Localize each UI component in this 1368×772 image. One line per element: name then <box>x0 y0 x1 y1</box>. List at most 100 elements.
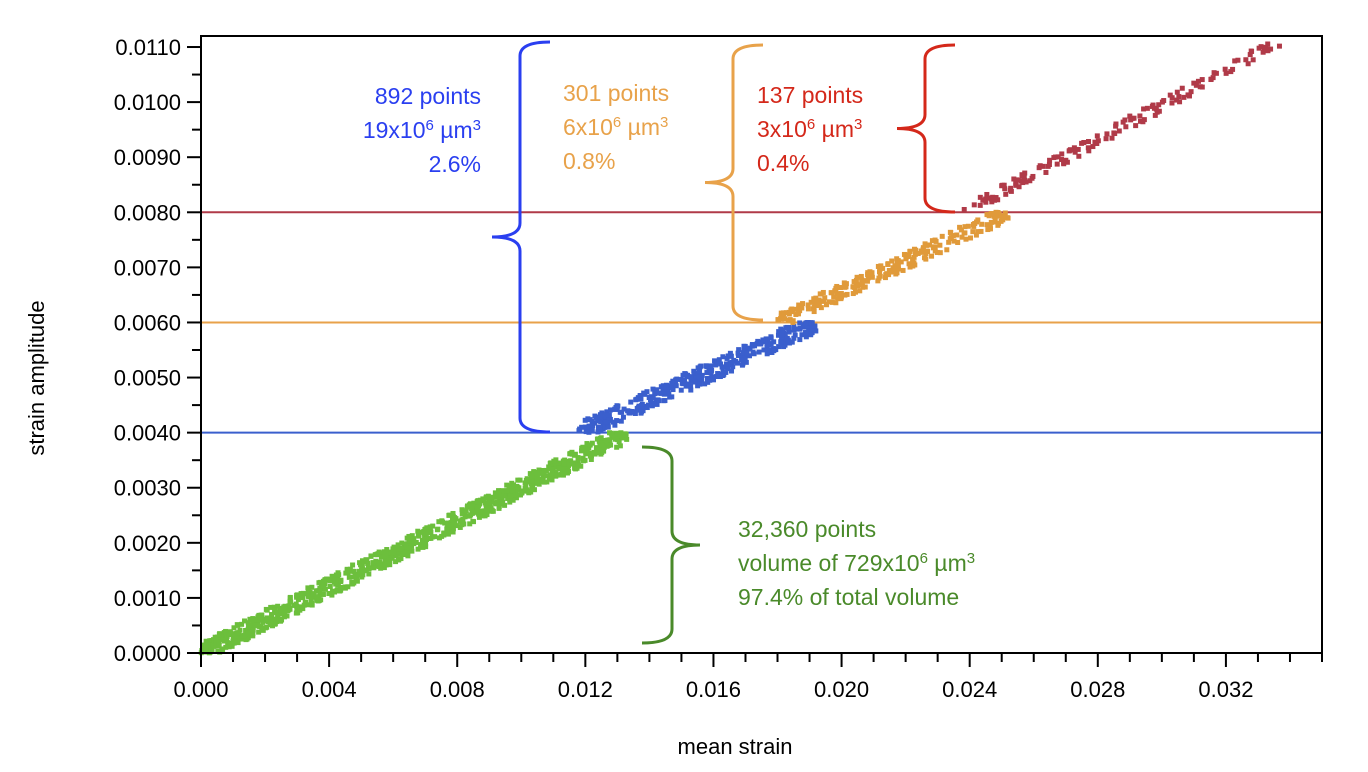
data-point <box>496 505 502 511</box>
x-tick-label: 0.028 <box>1070 677 1125 702</box>
data-point <box>639 401 645 407</box>
data-point <box>607 407 613 413</box>
data-point <box>923 251 929 257</box>
data-point <box>934 249 940 255</box>
data-point <box>1094 133 1100 139</box>
data-point <box>239 621 245 627</box>
data-point <box>400 549 406 555</box>
data-point <box>305 602 311 608</box>
data-point <box>634 396 640 402</box>
data-point <box>603 419 609 425</box>
data-point <box>779 332 785 338</box>
data-point <box>958 227 964 233</box>
data-point <box>566 462 572 468</box>
data-point <box>922 241 928 247</box>
data-point <box>582 417 588 423</box>
x-tick-label: 0.032 <box>1198 677 1253 702</box>
data-point <box>359 574 365 580</box>
data-point <box>803 330 809 336</box>
data-point <box>729 359 735 365</box>
data-point <box>725 353 731 359</box>
data-point <box>318 597 324 603</box>
data-point <box>1250 57 1256 63</box>
data-point <box>1029 175 1035 181</box>
x-axis: 0.000 0.004 0.008 0.012 0.016 0.020 0.024 0.028… <box>173 653 1323 702</box>
data-point <box>326 591 332 597</box>
data-point <box>1008 185 1014 191</box>
data-point <box>450 510 456 516</box>
data-point <box>381 550 387 556</box>
data-point <box>467 513 473 519</box>
data-point <box>963 236 969 242</box>
data-point <box>320 591 326 597</box>
data-point <box>971 223 977 229</box>
data-point <box>1186 93 1192 99</box>
y-tick-label: 0.0040 <box>114 421 181 446</box>
data-point <box>346 574 352 580</box>
data-point <box>253 622 259 628</box>
data-point <box>603 437 609 443</box>
data-point <box>1072 149 1078 155</box>
data-point <box>653 401 659 407</box>
data-point <box>501 488 507 494</box>
data-point <box>1090 144 1096 150</box>
data-point <box>810 306 816 312</box>
data-point <box>720 354 726 360</box>
data-point <box>604 443 610 449</box>
data-point <box>590 451 596 457</box>
data-point <box>501 493 507 499</box>
annotation-2-line-1: 3x106 µm3 <box>757 116 862 143</box>
data-point <box>811 309 817 315</box>
data-point <box>729 368 735 374</box>
data-point <box>1043 169 1049 175</box>
data-point <box>564 470 570 476</box>
data-point <box>614 444 620 450</box>
data-point <box>778 313 784 319</box>
data-point <box>1076 153 1082 159</box>
data-point <box>863 278 869 284</box>
data-point <box>811 298 817 304</box>
data-point <box>314 594 320 600</box>
data-point <box>397 546 403 552</box>
data-point <box>1064 159 1070 165</box>
data-point <box>464 503 470 509</box>
data-point <box>215 648 221 654</box>
data-point <box>927 242 933 248</box>
data-point <box>933 238 939 244</box>
data-point <box>725 366 731 372</box>
data-point <box>678 377 684 383</box>
x-tick-label: 0.008 <box>430 677 485 702</box>
data-point <box>615 403 621 409</box>
data-point <box>342 585 348 591</box>
data-point <box>980 197 986 203</box>
data-point <box>498 499 504 505</box>
data-point <box>511 482 517 488</box>
data-point <box>333 581 339 587</box>
data-point <box>814 303 820 309</box>
data-point <box>368 553 374 559</box>
data-point <box>686 381 692 387</box>
data-point <box>595 449 601 455</box>
data-point <box>231 625 237 631</box>
data-point <box>205 642 211 648</box>
data-point <box>735 350 741 356</box>
data-point <box>820 289 826 295</box>
data-point <box>415 546 421 552</box>
data-point <box>860 284 866 290</box>
data-point <box>533 470 539 476</box>
data-point <box>702 381 708 387</box>
data-point <box>493 494 499 500</box>
data-point <box>1191 80 1197 86</box>
data-point <box>903 254 909 260</box>
data-point <box>1188 89 1194 95</box>
data-point <box>1092 139 1098 145</box>
data-point <box>483 505 489 511</box>
data-point <box>556 460 562 466</box>
data-point <box>791 335 797 341</box>
data-point <box>970 229 976 235</box>
data-point <box>405 553 411 559</box>
data-point <box>564 458 570 464</box>
data-point <box>918 249 924 255</box>
data-point <box>562 466 568 472</box>
data-point <box>674 376 680 382</box>
